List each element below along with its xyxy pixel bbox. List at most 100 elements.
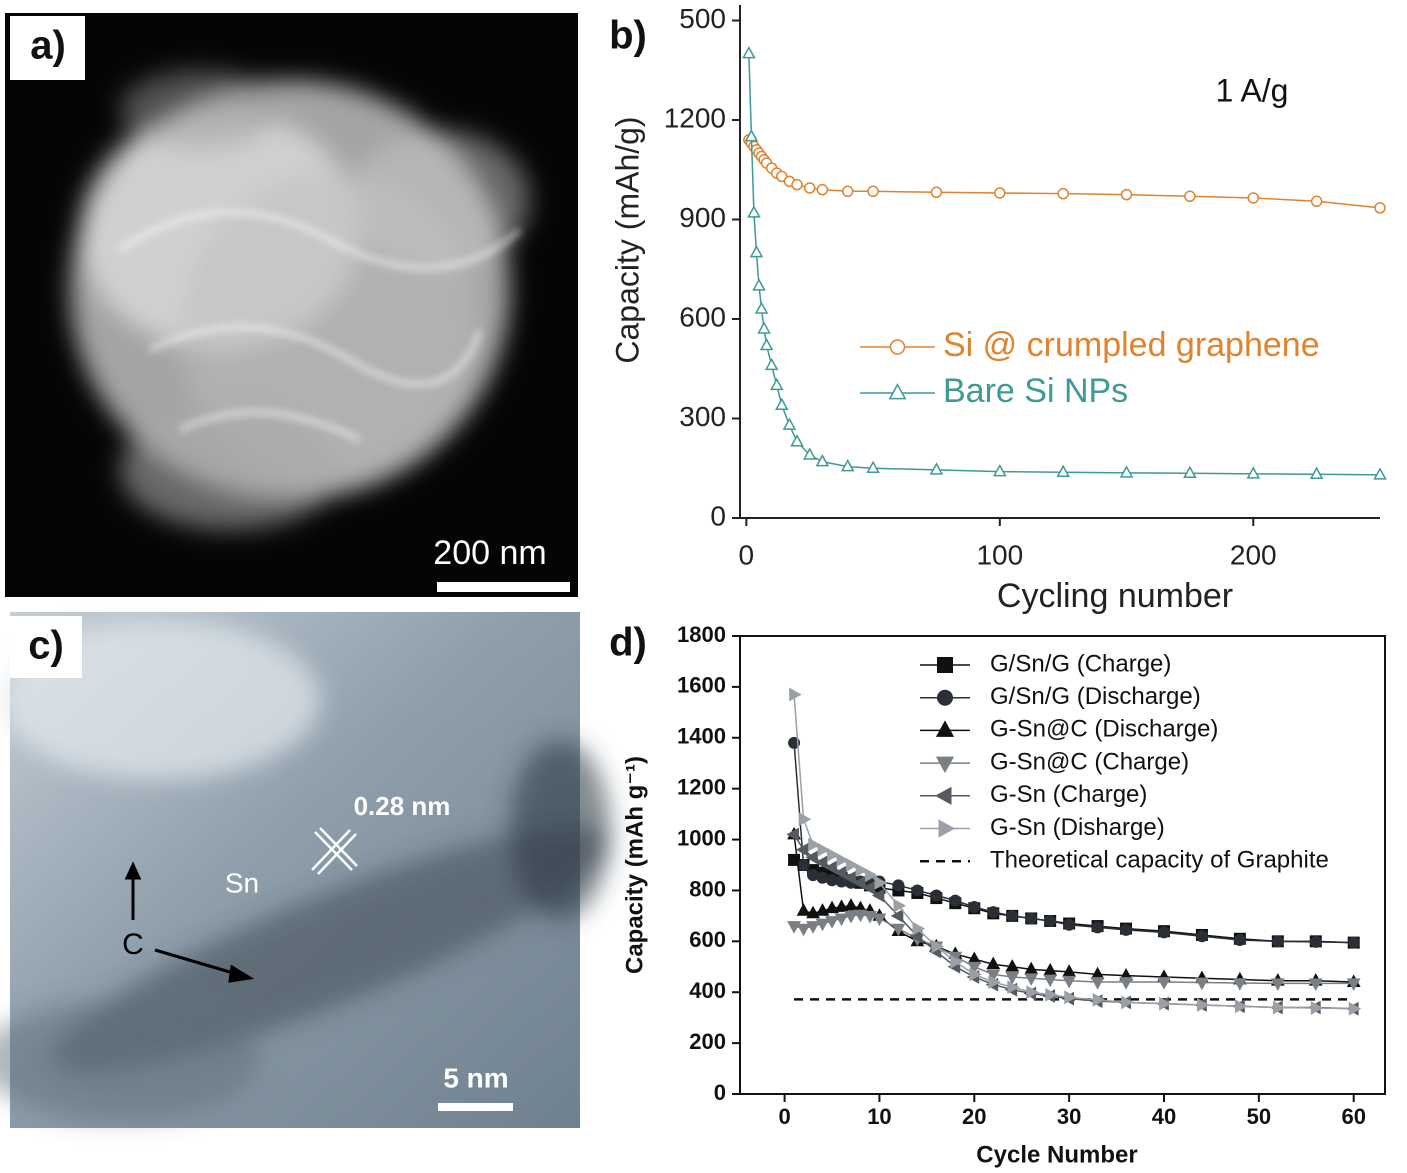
legend-label: G/Sn/G (Charge)	[990, 650, 1171, 677]
marker	[1271, 935, 1284, 948]
y-tick-label: 600	[689, 927, 726, 952]
marker	[1043, 962, 1058, 976]
marker	[1026, 985, 1039, 1000]
x-tick-label: 60	[1341, 1104, 1365, 1129]
legend-label: Bare Si NPs	[943, 372, 1128, 410]
marker	[1005, 972, 1020, 985]
marker	[988, 975, 1001, 989]
y-tick-label: 1600	[677, 673, 726, 698]
y-tick-label: 200	[689, 1029, 726, 1054]
marker	[931, 939, 944, 954]
marker	[803, 182, 816, 194]
y-tick-label: 0	[710, 500, 726, 531]
marker	[744, 129, 759, 142]
marker	[1157, 926, 1170, 939]
marker	[817, 842, 831, 857]
marker	[1057, 187, 1069, 200]
legend-marker	[938, 819, 956, 838]
y-tick-label: 1200	[664, 102, 726, 133]
marker	[805, 850, 818, 865]
marker	[1348, 1001, 1362, 1016]
marker	[1309, 935, 1322, 948]
marker	[1120, 188, 1133, 201]
scale-bar-label: 200 nm	[433, 534, 546, 572]
marker	[834, 899, 849, 912]
marker	[1043, 974, 1058, 988]
marker	[1183, 465, 1197, 478]
marker	[844, 910, 858, 924]
marker	[1091, 921, 1104, 934]
marker	[1119, 465, 1134, 478]
marker	[814, 855, 828, 870]
x-tick-label: 40	[1152, 1104, 1176, 1129]
marker	[930, 186, 943, 199]
legend-marker	[937, 657, 953, 673]
x-tick-label: 20	[962, 1104, 986, 1129]
marker	[789, 687, 802, 702]
marker	[1197, 998, 1210, 1012]
marker	[846, 858, 859, 872]
marker	[752, 278, 766, 291]
marker	[853, 909, 868, 923]
marker	[769, 377, 784, 391]
legend-marker	[937, 689, 953, 706]
marker	[1007, 980, 1020, 995]
marker	[987, 906, 1000, 919]
marker	[1092, 992, 1106, 1007]
marker	[816, 183, 829, 196]
marker	[865, 868, 878, 883]
marker	[791, 178, 803, 191]
legend-marker	[935, 720, 955, 737]
marker	[892, 879, 905, 892]
panel-label: d)	[609, 621, 647, 665]
y-tick-label: 1800	[677, 622, 726, 647]
legend-marker	[935, 756, 955, 774]
marker	[827, 847, 840, 862]
marker	[815, 918, 830, 932]
marker	[890, 908, 904, 923]
legend-label: G/Sn/G (Discharge)	[990, 683, 1201, 710]
panel-label: a)	[30, 24, 66, 68]
marker	[1045, 987, 1058, 1002]
marker	[871, 888, 885, 903]
y-tick-label: 500	[679, 3, 726, 34]
marker	[796, 923, 811, 937]
legend-label: Si @ crumpled graphene	[943, 326, 1320, 364]
marker	[912, 921, 926, 936]
x-tick-label: 30	[1057, 1104, 1081, 1129]
marker	[1120, 923, 1133, 936]
marker	[806, 921, 820, 934]
y-tick-label: 1000	[677, 825, 726, 850]
x-tick-label: 50	[1247, 1104, 1271, 1129]
marker	[1309, 466, 1324, 479]
y-tick-label: 800	[689, 876, 726, 901]
marker	[852, 875, 866, 890]
legend-label: G-Sn@C (Charge)	[990, 748, 1189, 775]
marker	[1247, 192, 1260, 204]
marker	[775, 397, 789, 410]
marker	[833, 865, 847, 880]
marker	[1346, 978, 1361, 991]
marker	[986, 956, 1001, 970]
y-tick-label: 300	[679, 401, 726, 432]
marker	[1308, 978, 1323, 991]
marker	[1006, 909, 1019, 922]
marker	[825, 916, 839, 929]
marker	[795, 842, 809, 857]
y-tick-label: 400	[689, 978, 726, 1003]
marker	[950, 954, 963, 969]
marker	[749, 245, 764, 258]
series-line	[748, 53, 1381, 476]
marker	[866, 460, 880, 473]
marker	[1025, 912, 1038, 925]
marker	[993, 464, 1007, 477]
lattice-spacing: 0.28 nm	[354, 791, 451, 821]
scale-bar-label: 5 nm	[443, 1062, 508, 1093]
marker	[1232, 978, 1247, 991]
marker	[891, 923, 906, 937]
x-tick-label: 200	[1230, 539, 1277, 570]
marker	[1005, 959, 1020, 972]
marker	[867, 185, 879, 198]
legend-marker	[889, 339, 906, 355]
